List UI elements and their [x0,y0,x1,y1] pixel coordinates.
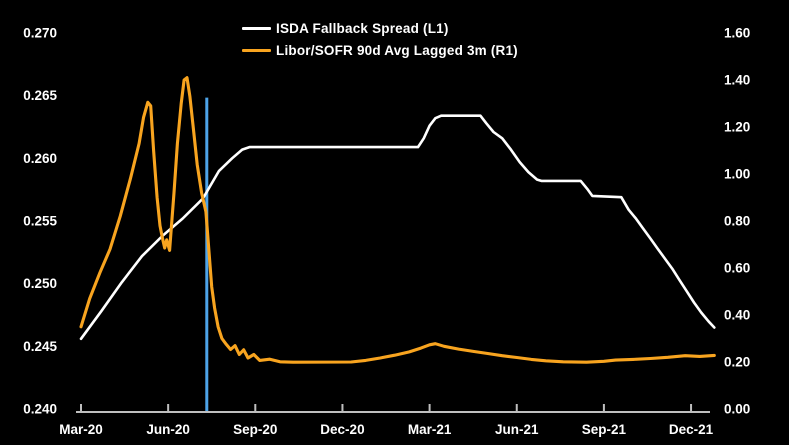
x-axis-label: Jun-21 [495,422,539,437]
y-axis-right-label: 0.80 [724,214,750,229]
x-axis-label: Dec-21 [669,422,714,437]
y-axis-right-label: 0.40 [724,308,750,323]
y-axis-right-label: 0.00 [724,402,750,417]
y-axis-right-label: 1.40 [724,73,750,88]
y-axis-right-label: 1.20 [724,120,750,135]
x-axis-label: Dec-20 [320,422,364,437]
legend-label-isda: ISDA Fallback Spread (L1) [276,21,449,36]
legend: ISDA Fallback Spread (L1) Libor/SOFR 90d… [242,21,518,58]
x-axis-label: Mar-20 [59,422,103,437]
x-axis-label: Mar-21 [408,422,452,437]
legend-item-isda[interactable]: ISDA Fallback Spread (L1) [242,21,518,36]
y-axis-left-label: 0.270 [23,26,57,41]
y-axis-left-label: 0.255 [23,214,57,229]
y-axis-right-label: 1.60 [724,26,750,41]
legend-item-libor[interactable]: Libor/SOFR 90d Avg Lagged 3m (R1) [242,43,518,58]
x-axis-label: Jun-20 [146,422,190,437]
libor-sofr-line[interactable] [79,76,716,364]
y-axis-right-label: 0.20 [724,355,750,370]
y-axis-left-label: 0.260 [23,151,57,166]
libor-line-swatch [242,49,271,52]
isda-fallback-spread-line[interactable] [79,114,716,341]
y-axis-left-label: 0.265 [23,88,57,103]
x-axis-label: Sep-20 [233,422,277,437]
y-axis-right-label: 1.00 [724,167,750,182]
isda-line-swatch [242,27,271,30]
legend-label-libor: Libor/SOFR 90d Avg Lagged 3m (R1) [276,43,518,58]
y-axis-left-label: 0.250 [23,276,57,291]
y-axis-left-label: 0.240 [23,402,57,417]
x-axis-label: Sep-21 [582,422,627,437]
y-axis-right-label: 0.60 [724,261,750,276]
y-axis-left-label: 0.245 [23,339,57,354]
